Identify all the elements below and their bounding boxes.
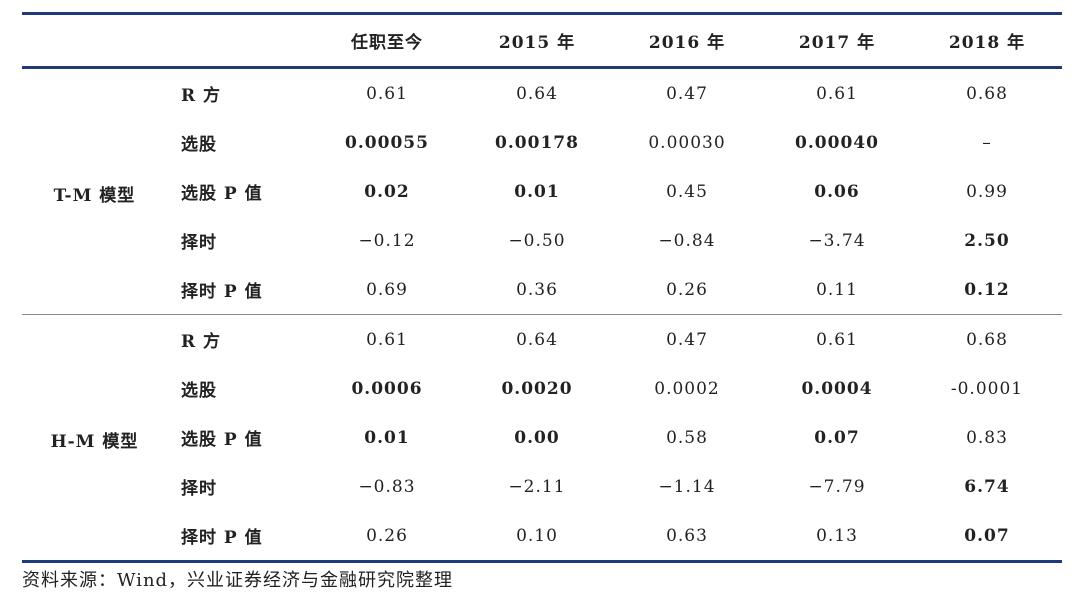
- value-cell: 0.61: [816, 83, 858, 104]
- table-row: 择时 P 值 0.26 0.10 0.63 0.13 0.07: [22, 511, 1062, 560]
- value-cell: 0.12: [964, 279, 1010, 300]
- table-row: 选股 P 值 0.02 0.01 0.45 0.06 0.99: [22, 167, 1062, 216]
- value-cell: 0.26: [666, 279, 708, 300]
- metric-label: 选股 P 值: [181, 430, 263, 450]
- value-cell: 0.47: [666, 83, 708, 104]
- metric-label: R 方: [181, 332, 222, 352]
- model-section: R 方 0.61 0.64 0.47 0.61 0.68 选股 0.00055 0.00178 0…: [22, 69, 1062, 314]
- value-cell: 0.00055: [345, 132, 429, 153]
- value-cell: 0.61: [366, 83, 408, 104]
- table-row: 选股 P 值 0.01 0.00 0.58 0.07 0.83: [22, 413, 1062, 462]
- data-table: 任职至今 2015 年 2016 年 2017 年 2018 年 R 方 0.61…: [22, 12, 1062, 563]
- value-cell: 0.64: [516, 83, 558, 104]
- value-cell: 0.69: [366, 279, 408, 300]
- value-cell: 2.50: [964, 230, 1010, 251]
- value-cell: 0.11: [816, 279, 858, 300]
- column-header: 任职至今: [351, 33, 423, 53]
- model-section: R 方 0.61 0.64 0.47 0.61 0.68 选股 0.0006 0.0020 0.0…: [22, 315, 1062, 560]
- table-row: 择时 P 值 0.69 0.36 0.26 0.11 0.12: [22, 265, 1062, 314]
- value-cell: 6.74: [964, 476, 1010, 497]
- metric-label: 择时 P 值: [181, 528, 263, 548]
- table-body: R 方 0.61 0.64 0.47 0.61 0.68 选股 0.00055 0.00178 0…: [22, 69, 1062, 560]
- value-cell: 0.0004: [801, 378, 873, 399]
- value-cell: 0.01: [514, 181, 560, 202]
- value-cell: 0.64: [516, 329, 558, 350]
- table-row: 选股 0.0006 0.0020 0.0002 0.0004 -0.0001: [22, 364, 1062, 413]
- value-cell: 0.13: [816, 525, 858, 546]
- top-rule: [22, 12, 1062, 15]
- value-cell: 0.0006: [351, 378, 423, 399]
- table-row: R 方 0.61 0.64 0.47 0.61 0.68: [22, 69, 1062, 118]
- value-cell: 0.61: [366, 329, 408, 350]
- value-cell: 0.00: [514, 427, 560, 448]
- metric-label: R 方: [181, 86, 222, 106]
- value-cell: 0.68: [966, 329, 1008, 350]
- value-cell: −0.12: [358, 230, 416, 251]
- header-rule: [22, 66, 1062, 69]
- table-header: 任职至今 2015 年 2016 年 2017 年 2018 年: [22, 15, 1062, 66]
- metric-label: 选股: [181, 135, 217, 155]
- model-label: T-M 模型: [53, 186, 136, 206]
- column-header: 2017 年: [798, 33, 876, 53]
- bottom-rule: [22, 560, 1062, 563]
- metric-label: 择时: [181, 479, 217, 499]
- value-cell: −0.50: [508, 230, 566, 251]
- table-row: 择时 −0.83 −2.11 −1.14 −7.79 6.74: [22, 462, 1062, 511]
- value-cell: 0.61: [816, 329, 858, 350]
- metric-label: 择时: [181, 233, 217, 253]
- value-cell: 0.99: [966, 181, 1008, 202]
- value-cell: −0.83: [358, 476, 416, 497]
- value-cell: −3.74: [808, 230, 866, 251]
- metric-label: 择时 P 值: [181, 282, 263, 302]
- value-cell: 0.06: [814, 181, 860, 202]
- value-cell: 0.07: [964, 525, 1010, 546]
- column-header: 2016 年: [648, 33, 726, 53]
- table-row: 选股 0.00055 0.00178 0.00030 0.00040 –: [22, 118, 1062, 167]
- value-cell: 0.00040: [795, 132, 879, 153]
- metric-label: 选股 P 值: [181, 184, 263, 204]
- value-cell: 0.00178: [495, 132, 579, 153]
- value-cell: −7.79: [808, 476, 866, 497]
- value-cell: 0.00030: [648, 132, 726, 153]
- value-cell: 0.0002: [654, 378, 720, 399]
- table-row: 择时 −0.12 −0.50 −0.84 −3.74 2.50: [22, 216, 1062, 265]
- value-cell: 0.83: [966, 427, 1008, 448]
- value-cell: 0.0020: [501, 378, 573, 399]
- value-cell: 0.26: [366, 525, 408, 546]
- value-cell: 0.45: [666, 181, 708, 202]
- value-cell: −0.84: [658, 230, 716, 251]
- value-cell: -0.0001: [950, 378, 1024, 399]
- section-divider: [22, 314, 1062, 315]
- value-cell: 0.02: [364, 181, 410, 202]
- value-cell: 0.63: [666, 525, 708, 546]
- value-cell: 0.68: [966, 83, 1008, 104]
- table-row: R 方 0.61 0.64 0.47 0.61 0.68: [22, 315, 1062, 364]
- value-cell: 0.36: [516, 279, 558, 300]
- model-label: H-M 模型: [50, 432, 139, 452]
- source-note: 资料来源：Wind，兴业证券经济与金融研究院整理: [22, 570, 454, 591]
- value-cell: 0.10: [516, 525, 558, 546]
- value-cell: −1.14: [658, 476, 716, 497]
- metric-label: 选股: [181, 381, 217, 401]
- value-cell: −2.11: [508, 476, 566, 497]
- value-cell: 0.47: [666, 329, 708, 350]
- value-cell: –: [982, 132, 992, 153]
- value-cell: 0.07: [814, 427, 860, 448]
- column-header: 2015 年: [498, 33, 576, 53]
- value-cell: 0.01: [364, 427, 410, 448]
- column-header: 2018 年: [948, 33, 1026, 53]
- value-cell: 0.58: [666, 427, 708, 448]
